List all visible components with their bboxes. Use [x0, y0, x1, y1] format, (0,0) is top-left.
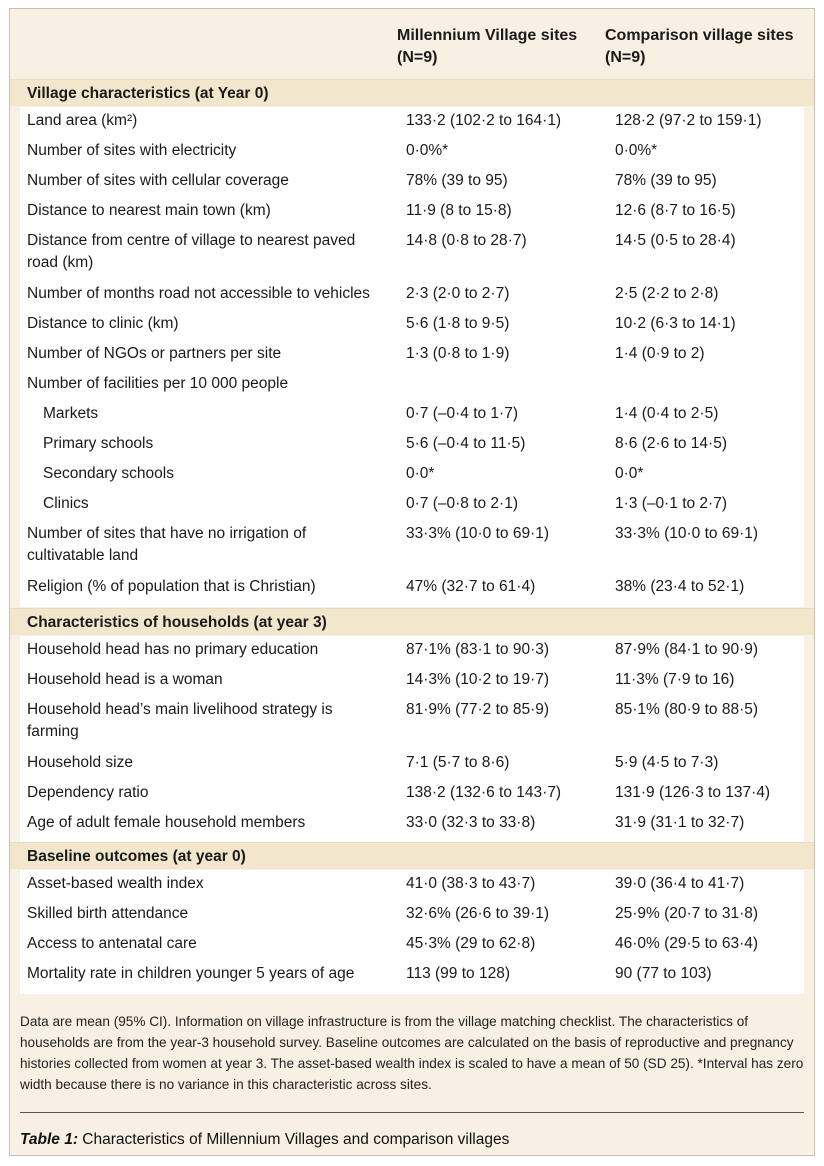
row-label: Primary schools [43, 435, 154, 452]
row-label: Household head has no primary education [27, 641, 319, 658]
row-label: Household head is a woman [27, 671, 223, 688]
millennium-value: 7·1 (5·7 to 8·6) [406, 754, 510, 771]
comparison-value: 12·6 (8·7 to 16·5) [615, 202, 736, 219]
row-label: Age of adult female household members [27, 814, 306, 831]
comparison-value: 31·9 (31·1 to 32·7) [615, 814, 745, 831]
row-label: Land area (km²) [27, 112, 138, 129]
row-label: Household head’s main livelihood strateg… [27, 701, 333, 740]
comparison-value: 1·3 (–0·1 to 2·7) [615, 495, 727, 512]
row-label: Number of sites with electricity [27, 142, 237, 159]
millennium-value: 32·6% (26·6 to 39·1) [406, 905, 550, 922]
comparison-value: 0·0* [615, 465, 644, 482]
millennium-value: 5·6 (–0·4 to 11·5) [406, 435, 526, 452]
table-footnote: Data are mean (95% CI). Information on v… [20, 1014, 804, 1092]
millennium-value: 5·6 (1·8 to 9·5) [406, 315, 510, 332]
column-header-millennium: Millennium Village sites (N=9) [397, 27, 578, 66]
comparison-value: 1·4 (0·9 to 2) [615, 345, 705, 362]
millennium-value: 0·7 (–0·4 to 1·7) [406, 405, 518, 422]
millennium-value: 33·3% (10·0 to 69·1) [406, 525, 550, 542]
table-caption: Table 1: Characteristics of Millennium V… [20, 1131, 510, 1148]
comparison-value: 38% (23·4 to 52·1) [615, 578, 745, 595]
row-label: Distance from centre of village to neare… [27, 232, 356, 271]
row-label: Access to antenatal care [27, 935, 197, 952]
row-label: Number of facilities per 10 000 people [27, 375, 289, 392]
row-label: Number of NGOs or partners per site [27, 345, 282, 362]
comparison-value: 39·0 (36·4 to 41·7) [615, 875, 745, 892]
comparison-value: 14·5 (0·5 to 28·4) [615, 232, 736, 249]
millennium-value: 87·1% (83·1 to 90·3) [406, 641, 550, 658]
comparison-value: 128·2 (97·2 to 159·1) [615, 112, 762, 129]
row-label: Number of sites with cellular coverage [27, 172, 289, 189]
comparison-value: 0·0%* [615, 142, 658, 159]
millennium-value: 2·3 (2·0 to 2·7) [406, 285, 510, 302]
millennium-value: 0·0%* [406, 142, 449, 159]
millennium-value: 14·8 (0·8 to 28·7) [406, 232, 527, 249]
row-label: Religion (% of population that is Christ… [27, 578, 316, 595]
comparison-value: 5·9 (4·5 to 7·3) [615, 754, 719, 771]
comparison-value: 11·3% (7·9 to 16) [615, 671, 735, 688]
section-heading: Characteristics of households (at year 3… [10, 608, 814, 635]
section-body: Land area (km²) 133·2 (102·2 to 164·1) 128… [20, 107, 804, 607]
comparison-value: 25·9% (20·7 to 31·8) [615, 905, 759, 922]
millennium-value: 47% (32·7 to 61·4) [406, 578, 536, 595]
section-heading: Baseline outcomes (at year 0) [10, 842, 814, 869]
row-label: Asset-based wealth index [27, 875, 204, 892]
comparison-value: 78% (39 to 95) [615, 172, 717, 189]
column-header-comparison: Comparison village sites (N=9) [605, 27, 794, 66]
millennium-value: 1·3 (0·8 to 1·9) [406, 345, 510, 362]
row-label: Mortality rate in children younger 5 yea… [27, 965, 355, 982]
row-label: Number of sites that have no irrigation … [27, 525, 307, 564]
section-heading: Village characteristics (at Year 0) [10, 79, 814, 106]
section-body: Household head has no primary education 8… [20, 636, 804, 843]
comparison-value: 90 (77 to 103) [615, 965, 712, 982]
comparison-value: 85·1% (80·9 to 88·5) [615, 701, 759, 718]
row-label: Household size [27, 754, 133, 771]
caption-rule [20, 1112, 804, 1113]
row-label: Secondary schools [43, 465, 174, 482]
row-label: Distance to nearest main town (km) [27, 202, 271, 219]
millennium-value: 0·7 (–0·8 to 2·1) [406, 495, 518, 512]
row-label: Skilled birth attendance [27, 905, 189, 922]
section-body: Asset-based wealth index 41·0 (38·3 to 43… [20, 870, 804, 994]
millennium-value: 33·0 (32·3 to 33·8) [406, 814, 536, 831]
millennium-value: 41·0 (38·3 to 43·7) [406, 875, 536, 892]
millennium-value: 113 (99 to 128) [406, 965, 510, 982]
comparison-value: 1·4 (0·4 to 2·5) [615, 405, 719, 422]
millennium-value: 81·9% (77·2 to 85·9) [406, 701, 550, 718]
row-label: Number of months road not accessible to … [27, 285, 370, 302]
millennium-value: 138·2 (132·6 to 143·7) [406, 784, 562, 801]
comparison-value: 87·9% (84·1 to 90·9) [615, 641, 759, 658]
comparison-value: 10·2 (6·3 to 14·1) [615, 315, 736, 332]
millennium-value: 14·3% (10·2 to 19·7) [406, 671, 550, 688]
row-label: Clinics [43, 495, 89, 512]
millennium-value: 11·9 (8 to 15·8) [406, 202, 512, 219]
millennium-value: 78% (39 to 95) [406, 172, 508, 189]
comparison-value: 46·0% (29·5 to 63·4) [615, 935, 759, 952]
comparison-value: 8·6 (2·6 to 14·5) [615, 435, 727, 452]
comparison-value: 2·5 (2·2 to 2·8) [615, 285, 719, 302]
row-label: Distance to clinic (km) [27, 315, 179, 332]
row-label: Markets [43, 405, 99, 422]
millennium-value: 0·0* [406, 465, 435, 482]
millennium-value: 45·3% (29 to 62·8) [406, 935, 536, 952]
comparison-value: 33·3% (10·0 to 69·1) [615, 525, 759, 542]
comparison-value: 131·9 (126·3 to 137·4) [615, 784, 771, 801]
table-header: Millennium Village sites (N=9) Compariso… [10, 9, 814, 79]
table-panel: Millennium Village sites (N=9) Compariso… [9, 8, 815, 1156]
millennium-value: 133·2 (102·2 to 164·1) [406, 112, 562, 129]
row-label: Dependency ratio [27, 784, 149, 801]
